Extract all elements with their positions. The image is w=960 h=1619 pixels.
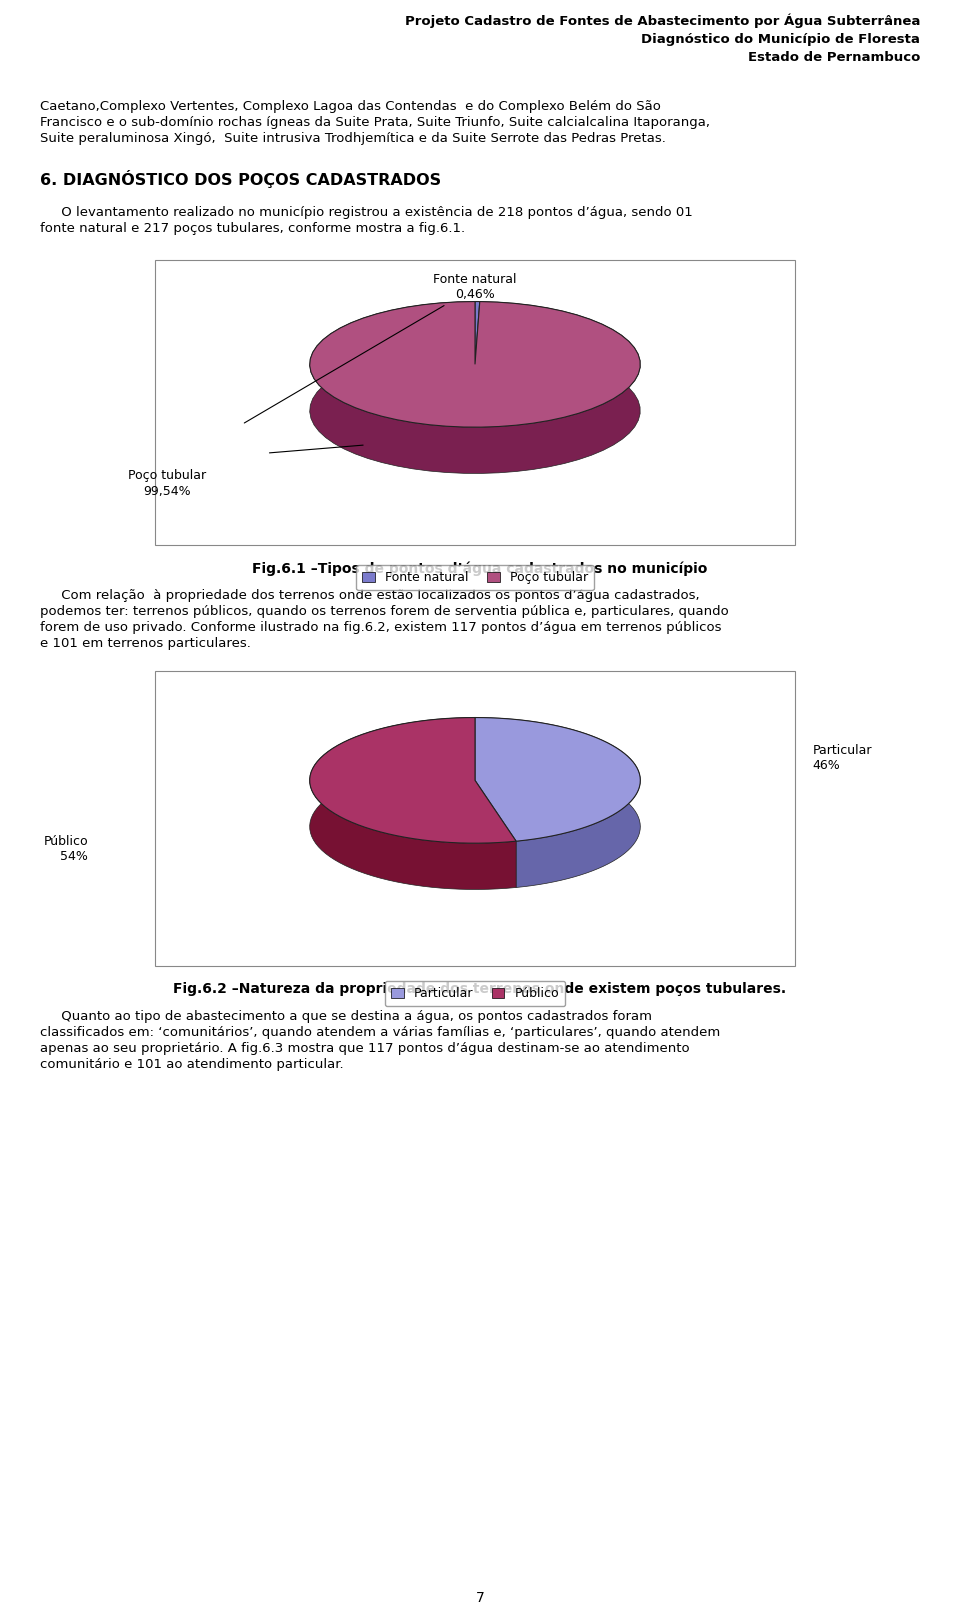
Polygon shape [475,301,480,348]
Text: classificados em: ‘comunitários’, quando atendem a várias famílias e, ‘particula: classificados em: ‘comunitários’, quando… [40,1026,720,1039]
Text: Suite peraluminosa Xingó,  Suite intrusiva Trodhjemítica e da Suite Serrote das : Suite peraluminosa Xingó, Suite intrusiv… [40,133,666,146]
Text: Com relação  à propriedade dos terrenos onde estão localizados os pontos d’água : Com relação à propriedade dos terrenos o… [40,589,700,602]
Text: Caetano,Complexo Vertentes, Complexo Lagoa das Contendas  e do Complexo Belém do: Caetano,Complexo Vertentes, Complexo Lag… [40,100,660,113]
Text: fonte natural e 217 poços tubulares, conforme mostra a fig.6.1.: fonte natural e 217 poços tubulares, con… [40,222,466,235]
Text: Fig.6.2 –Natureza da propriedade dos terrenos onde existem poços tubulares.: Fig.6.2 –Natureza da propriedade dos ter… [174,983,786,996]
Text: O levantamento realizado no município registrou a existência de 218 pontos d’águ: O levantamento realizado no município re… [40,206,693,219]
Polygon shape [475,717,640,887]
Text: Quanto ao tipo de abastecimento a que se destina a água, os pontos cadastrados f: Quanto ao tipo de abastecimento a que se… [40,1010,652,1023]
Text: forem de uso privado. Conforme ilustrado na fig.6.2, existem 117 pontos d’água e: forem de uso privado. Conforme ilustrado… [40,622,722,635]
Text: Particular
46%: Particular 46% [812,745,872,772]
Polygon shape [310,717,516,843]
Text: e 101 em terrenos particulares.: e 101 em terrenos particulares. [40,636,251,649]
Text: Poço tubular
99,54%: Poço tubular 99,54% [129,470,206,497]
FancyBboxPatch shape [155,670,795,967]
FancyBboxPatch shape [155,261,795,546]
Text: Fig.6.1 –Tipos de pontos d’água cadastrados no município: Fig.6.1 –Tipos de pontos d’água cadastra… [252,562,708,575]
Legend: Particular, Público: Particular, Público [385,981,565,1007]
Polygon shape [310,301,640,473]
Polygon shape [475,301,480,364]
Polygon shape [310,301,640,427]
Text: 7: 7 [475,1591,485,1604]
Text: Francisco e o sub-domínio rochas ígneas da Suite Prata, Suite Triunfo, Suite cal: Francisco e o sub-domínio rochas ígneas … [40,117,710,130]
Text: Projeto Cadastro de Fontes de Abastecimento por Água Subterrânea: Projeto Cadastro de Fontes de Abastecime… [404,15,920,29]
Text: apenas ao seu proprietário. A fig.6.3 mostra que 117 pontos d’água destinam-se a: apenas ao seu proprietário. A fig.6.3 mo… [40,1043,689,1056]
Text: comunitário e 101 ao atendimento particular.: comunitário e 101 ao atendimento particu… [40,1057,344,1072]
Polygon shape [475,717,640,842]
Text: podemos ter: terrenos públicos, quando os terrenos forem de serventia pública e,: podemos ter: terrenos públicos, quando o… [40,606,729,618]
Text: Estado de Pernambuco: Estado de Pernambuco [748,52,920,65]
Polygon shape [310,717,516,889]
Text: Diagnóstico do Município de Floresta: Diagnóstico do Município de Floresta [641,32,920,45]
Legend: Fonte natural, Poço tubular: Fonte natural, Poço tubular [356,565,594,591]
Text: Público
54%: Público 54% [43,835,88,863]
Text: Fonte natural
0,46%: Fonte natural 0,46% [244,274,516,423]
Text: 6. DIAGNÓSTICO DOS POÇOS CADASTRADOS: 6. DIAGNÓSTICO DOS POÇOS CADASTRADOS [40,170,442,188]
